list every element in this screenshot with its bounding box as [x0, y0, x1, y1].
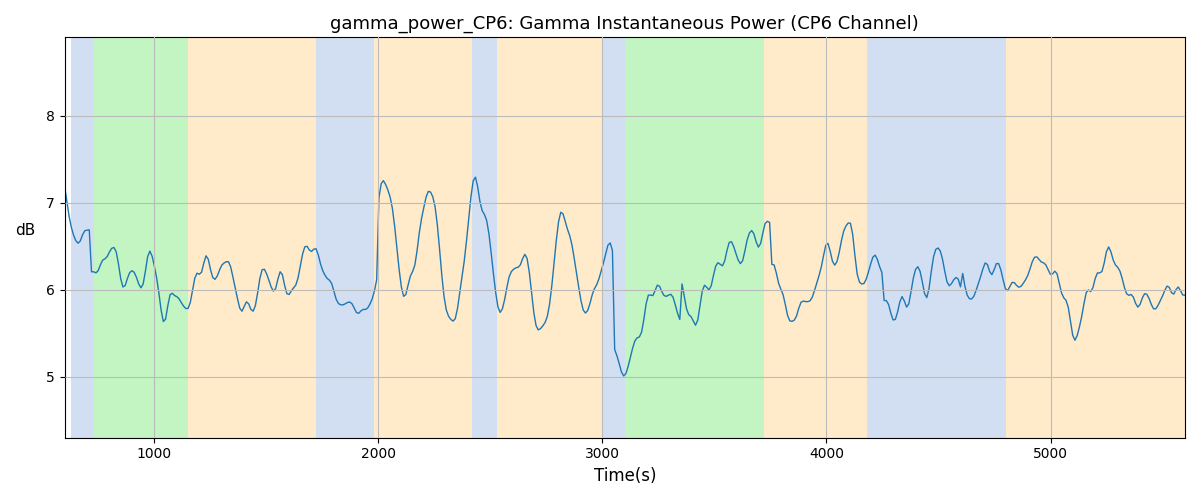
Bar	[602, 38, 625, 438]
Bar	[71, 38, 94, 438]
Bar	[866, 38, 1006, 438]
X-axis label: Time(s): Time(s)	[594, 467, 656, 485]
Bar	[473, 38, 497, 438]
Bar	[94, 38, 188, 438]
Bar	[188, 38, 316, 438]
Bar	[786, 38, 866, 438]
Bar	[373, 38, 473, 438]
Title: gamma_power_CP6: Gamma Instantaneous Power (CP6 Channel): gamma_power_CP6: Gamma Instantaneous Pow…	[330, 15, 919, 34]
Bar	[763, 38, 786, 438]
Bar	[316, 38, 373, 438]
Bar	[497, 38, 602, 438]
Y-axis label: dB: dB	[16, 222, 35, 238]
Bar	[1006, 38, 1186, 438]
Bar	[625, 38, 763, 438]
